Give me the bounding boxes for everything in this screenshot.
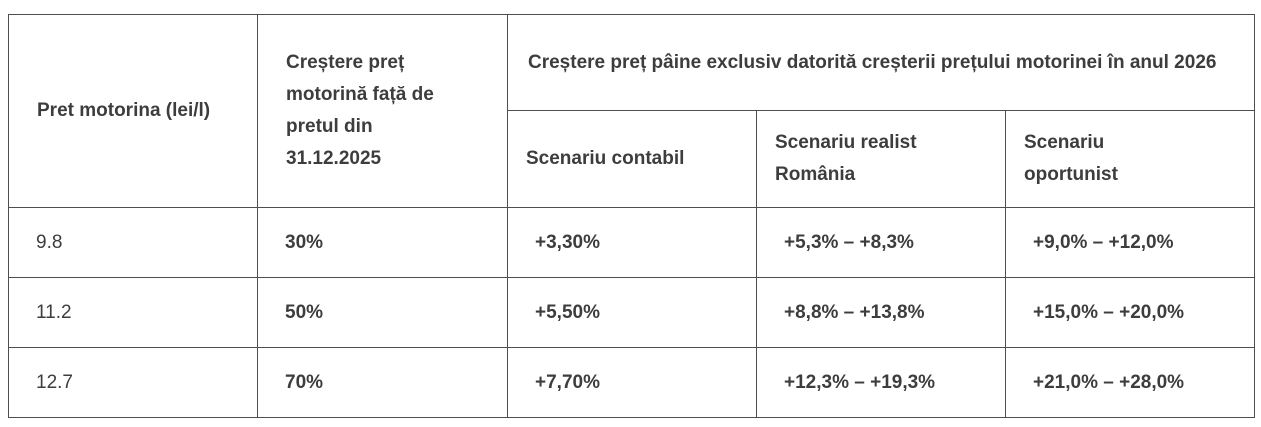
cell-pret-motorina: 9.8 xyxy=(8,207,258,278)
header-scenariu-oportunist: Scenariu oportunist xyxy=(1004,110,1256,208)
header-scenariu-realist-romania-label: Scenariu realist România xyxy=(775,132,917,185)
header-pret-motorina: Pret motorina (lei/l) xyxy=(8,14,258,208)
price-scenarios-table-container: Pret motorina (lei/l) Creștere preț moto… xyxy=(8,14,1256,418)
cell-pret-motorina: 11.2 xyxy=(8,277,258,348)
cell-pret-motorina: 12.7 xyxy=(8,347,258,418)
cell-crestere-motorina: 70% xyxy=(257,347,508,418)
header-scenariu-oportunist-label: Scenariu oportunist xyxy=(1024,132,1118,185)
price-scenarios-table: Pret motorina (lei/l) Creștere preț moto… xyxy=(8,14,1256,418)
header-scenariu-contabil: Scenariu contabil xyxy=(507,110,757,208)
header-scenariu-realist-romania: Scenariu realist România xyxy=(756,110,1006,208)
cell-scenariu-oportunist: +9,0% – +12,0% xyxy=(1004,207,1256,278)
table-row: 9.8 30% +3,30% +5,3% – +8,3% +9,0% – +12… xyxy=(8,207,1256,278)
cell-scenariu-realist: +8,8% – +13,8% xyxy=(756,277,1006,348)
cell-scenariu-contabil: +3,30% xyxy=(507,207,757,278)
cell-scenariu-contabil: +5,50% xyxy=(507,277,757,348)
header-row-scenarios: Scenariu contabil Scenariu realist Român… xyxy=(9,110,1256,208)
cell-scenariu-oportunist: +21,0% – +28,0% xyxy=(1004,347,1256,418)
cell-crestere-motorina: 30% xyxy=(257,207,508,278)
table-row: 12.7 70% +7,70% +12,3% – +19,3% +21,0% –… xyxy=(8,347,1256,418)
header-scenariu-contabil-label: Scenariu contabil xyxy=(526,148,685,169)
cell-scenariu-oportunist: +15,0% – +20,0% xyxy=(1004,277,1256,348)
cell-scenariu-realist: +12,3% – +19,3% xyxy=(756,347,1006,418)
header-row-top: Pret motorina (lei/l) Creștere preț moto… xyxy=(8,14,1256,208)
header-crestere-pret-motorina: Creștere preț motorină față de pretul di… xyxy=(257,14,508,208)
cell-scenariu-contabil: +7,70% xyxy=(507,347,757,418)
table-row: 11.2 50% +5,50% +8,8% – +13,8% +15,0% – … xyxy=(8,277,1256,348)
cell-crestere-motorina: 50% xyxy=(257,277,508,348)
header-crestere-pret-paine: Creștere preț pâine exclusiv datorită cr… xyxy=(506,14,1256,111)
cell-scenariu-realist: +5,3% – +8,3% xyxy=(756,207,1006,278)
